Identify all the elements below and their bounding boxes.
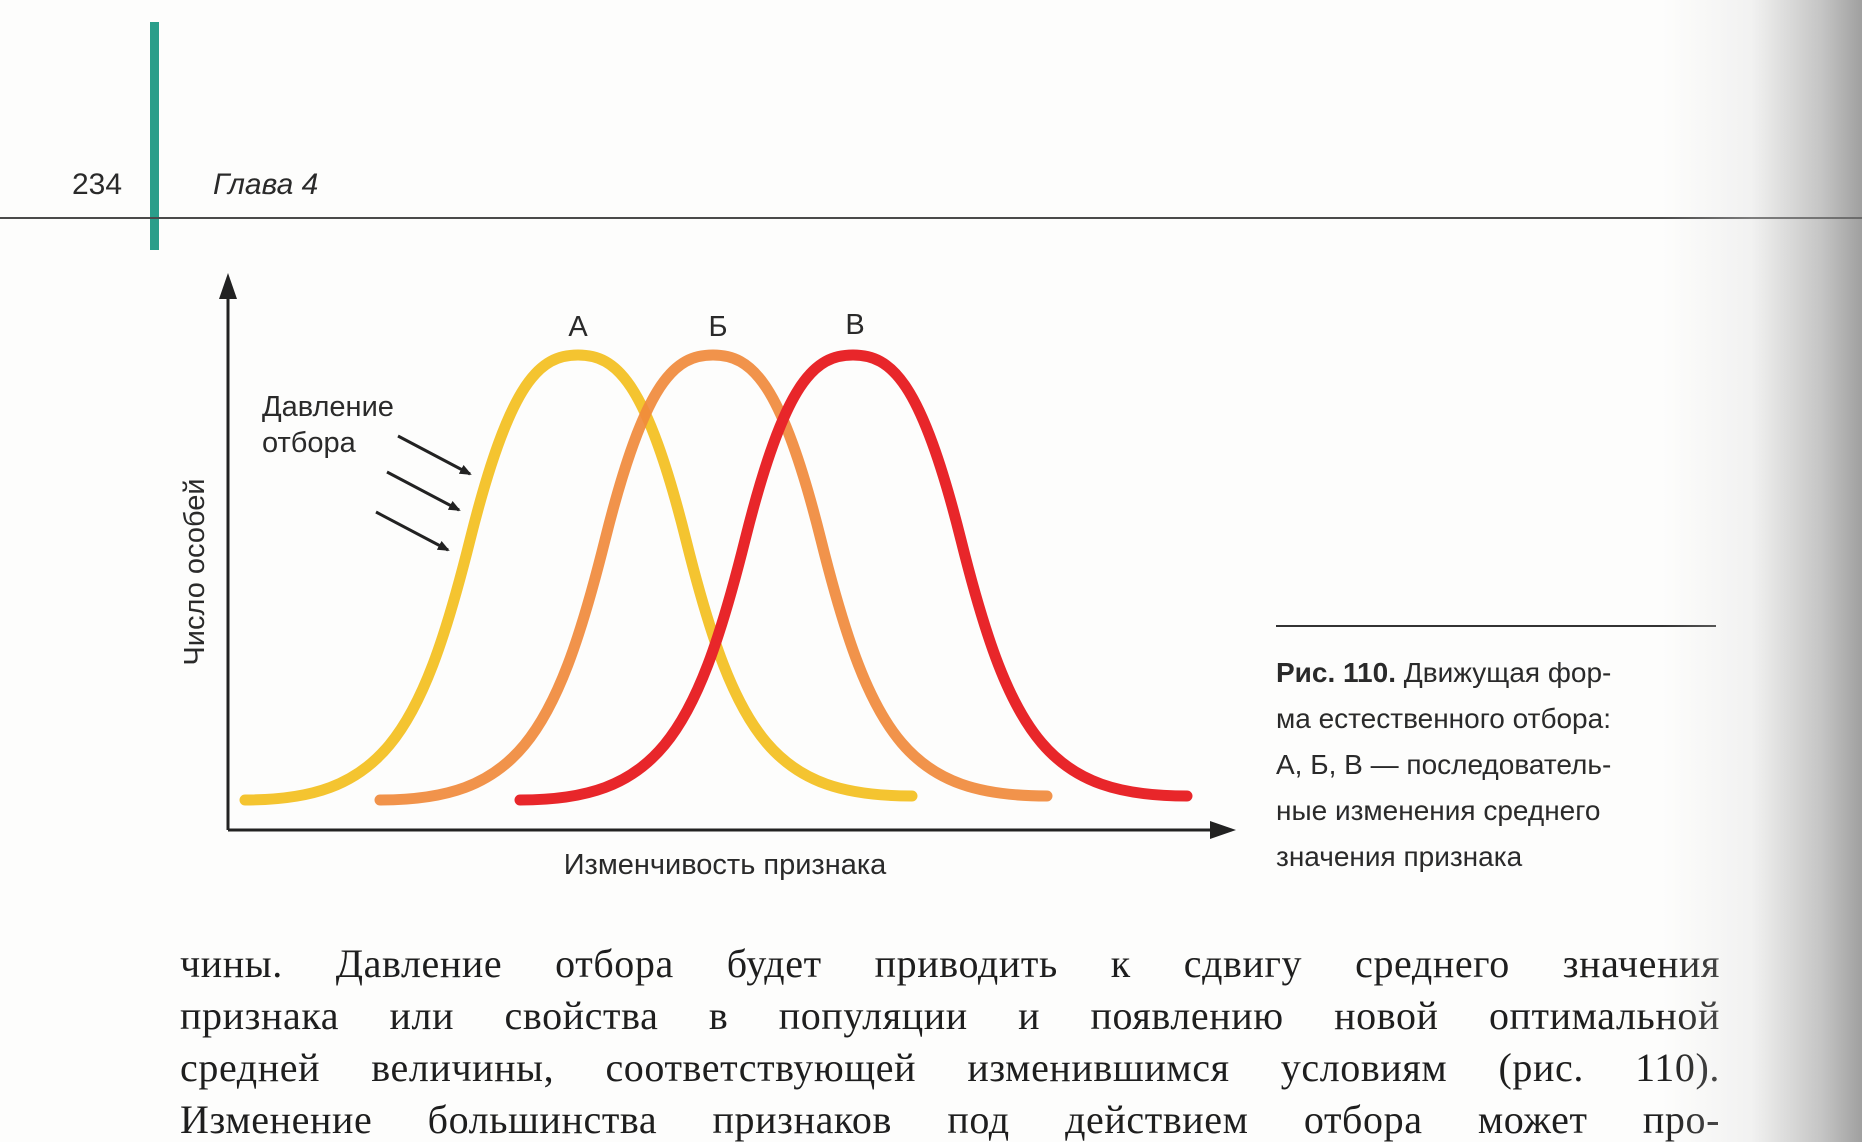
caption-line-2: ма естественного отбора: — [1276, 703, 1611, 734]
pressure-arrow-2 — [386, 470, 461, 512]
pressure-arrow-3 — [375, 510, 450, 552]
caption-figure-label: Рис. 110. — [1276, 657, 1396, 688]
chapter-title: Глава 4 — [213, 168, 319, 201]
curve-b-label: Б — [708, 311, 727, 343]
curve-c-label: В — [845, 309, 864, 341]
caption-line-5: значения признака — [1276, 841, 1523, 872]
pressure-label-line2: отбора — [262, 427, 357, 459]
pressure-label-line1: Давление — [262, 391, 394, 423]
y-axis-label: Число особей — [179, 478, 211, 665]
figure-caption: Рис. 110. Движущая фор- ма естественного… — [1276, 650, 1716, 880]
caption-line-3: А, Б, В — последователь- — [1276, 749, 1612, 780]
curve-c — [514, 349, 1193, 806]
body-line-4: Изменение большинства признаков под дейс… — [180, 1097, 1720, 1142]
caption-rule — [1276, 625, 1716, 627]
body-line-1: чины. Давление отбора будет приводить к … — [180, 941, 1720, 986]
curve-b — [374, 349, 1053, 806]
curve-a — [239, 349, 918, 806]
page-spine-shadow — [1662, 0, 1862, 1142]
body-paragraph: чины. Давление отбора будет приводить к … — [180, 938, 1720, 1142]
caption-line-1: Движущая фор- — [1403, 657, 1612, 688]
x-axis-label: Изменчивость признака — [564, 849, 887, 881]
page-number: 234 — [72, 168, 123, 201]
header-rule — [0, 217, 1862, 219]
chapter-marker-bar — [150, 22, 159, 250]
pressure-arrow-1 — [397, 434, 472, 476]
body-line-2: признака или свойства в популяции и появ… — [180, 993, 1720, 1038]
caption-line-4: ные изменения среднего — [1276, 795, 1601, 826]
body-line-3: средней величины, соответствующей измени… — [180, 1045, 1720, 1090]
curve-a-label: А — [568, 311, 588, 343]
